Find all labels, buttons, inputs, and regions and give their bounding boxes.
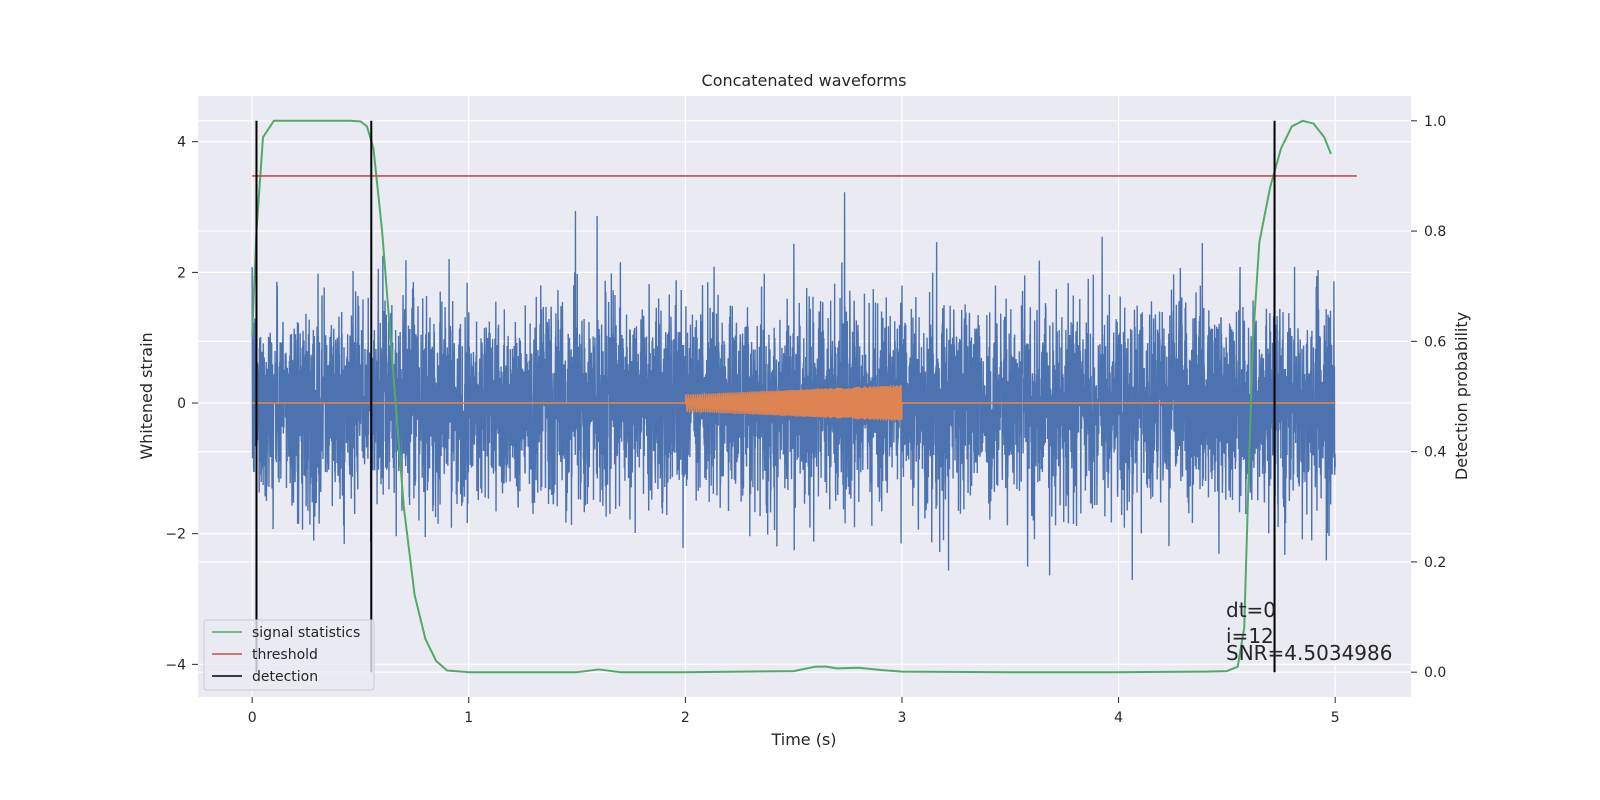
- x-tick-label: 5: [1331, 710, 1340, 726]
- annotation-index: i=12: [1226, 624, 1274, 648]
- x-axis-label: Time (s): [770, 730, 836, 749]
- annotation-snr: SNR=4.5034986: [1226, 641, 1392, 665]
- series-layer: [251, 119, 1357, 674]
- grid: [198, 96, 1411, 697]
- legend-label-threshold: threshold: [252, 647, 318, 663]
- right-axis-label: Detection probability: [1452, 312, 1471, 480]
- right-tick-label: 1.0: [1424, 114, 1446, 130]
- left-tick-label: −2: [165, 527, 186, 543]
- right-tick-label: 0.0: [1424, 665, 1446, 681]
- legend: signal statistics threshold detection: [203, 619, 375, 691]
- left-tick-label: 0: [177, 396, 186, 412]
- right-tick-label: 0.2: [1424, 555, 1446, 571]
- right-tick-label: 0.8: [1424, 224, 1446, 240]
- legend-label-detection: detection: [252, 669, 318, 685]
- left-axis-ticks: −4 −2 0 2 4: [165, 135, 198, 673]
- right-tick-label: 0.6: [1424, 334, 1446, 350]
- x-tick-label: 0: [248, 710, 257, 726]
- x-tick-label: 3: [898, 710, 907, 726]
- x-tick-label: 2: [681, 710, 690, 726]
- right-axis-ticks: 0.0 0.2 0.4 0.6 0.8 1.0: [1411, 114, 1446, 681]
- x-axis-ticks: 0 1 2 3 4 5: [248, 697, 1340, 726]
- waveform-chirp: [684, 384, 903, 422]
- annotation-block: dt=0 i=12 SNR=4.5034986: [1226, 598, 1392, 665]
- x-tick-label: 1: [464, 710, 473, 726]
- left-tick-label: 4: [177, 135, 186, 151]
- legend-label-signal-statistics: signal statistics: [252, 625, 360, 641]
- signal-statistics-line: [251, 119, 1332, 674]
- left-tick-label: 2: [177, 265, 186, 281]
- left-axis-label: Whitened strain: [137, 332, 156, 459]
- legend-box: [203, 619, 375, 691]
- annotation-dt: dt=0: [1226, 598, 1276, 622]
- right-tick-label: 0.4: [1424, 445, 1446, 461]
- x-tick-label: 4: [1114, 710, 1123, 726]
- left-tick-label: −4: [165, 657, 186, 673]
- chart-title: Concatenated waveforms: [702, 71, 907, 90]
